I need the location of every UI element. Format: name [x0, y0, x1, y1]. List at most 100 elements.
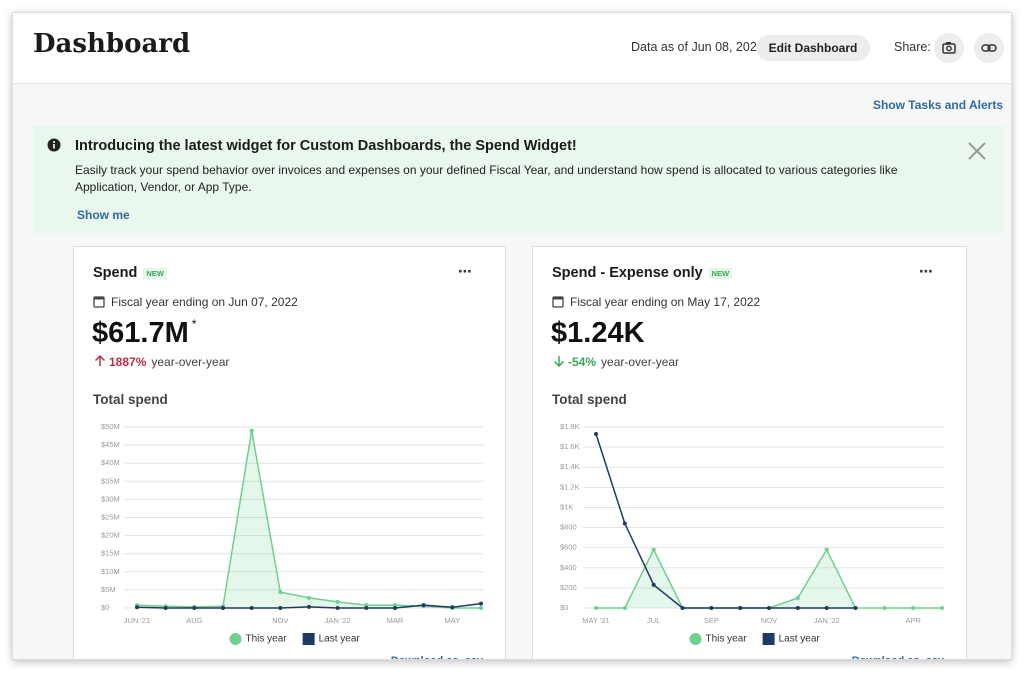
data-point — [651, 547, 656, 552]
widget-menu[interactable]: ⋯ — [919, 263, 934, 279]
download-link[interactable]: Download as .csv — [852, 655, 945, 660]
data-point — [651, 582, 656, 587]
data-point — [767, 606, 771, 610]
fiscal-year: Fiscal year ending on May 17, 2022 — [570, 295, 761, 309]
data-point — [479, 601, 483, 606]
widget-title: Spend - Expense only NEW — [552, 265, 733, 281]
data-date: Data as of Jun 08, 2022 — [631, 40, 764, 54]
y-tick-label: $200 — [560, 583, 577, 592]
y-tick-label: $1.2K — [560, 482, 580, 491]
data-point — [364, 603, 369, 608]
data-point — [911, 606, 916, 610]
y-tick-label: $600 — [560, 543, 577, 552]
y-tick-label: $25M — [101, 512, 120, 521]
total-note: * — [191, 317, 197, 331]
chart-title: Total spend — [552, 392, 627, 407]
data-point — [307, 604, 311, 609]
change-arrow — [94, 354, 106, 366]
legend-swatch — [229, 633, 242, 645]
arrow-path — [94, 354, 106, 366]
x-tick-label: JUL — [647, 616, 660, 625]
data-point — [450, 605, 455, 610]
banner-link[interactable]: Show me — [77, 208, 130, 222]
fiscal-year: Fiscal year ending on Jun 07, 2022 — [111, 295, 298, 309]
legend-label: Last year — [319, 634, 361, 645]
data-point — [709, 606, 714, 610]
banner: Introducing the latest widget for Custom… — [33, 126, 1004, 233]
x-tick-label: JAN '22 — [325, 616, 351, 625]
screenshot-button[interactable] — [934, 33, 964, 63]
edit-button[interactable]: Edit Dashboard — [756, 35, 870, 61]
data-point — [824, 606, 829, 610]
data-point — [882, 606, 887, 610]
legend-swatch — [762, 633, 775, 645]
window: Dashboard Data as of Jun 08, 2022 Edit D… — [12, 12, 1012, 660]
camera-icon — [942, 42, 956, 54]
download-link[interactable]: Download as .csv — [391, 655, 484, 660]
y-tick-label: $1.6K — [560, 442, 580, 451]
y-tick-label: $30M — [101, 494, 120, 503]
data-point — [393, 603, 397, 608]
tasks-link[interactable]: Show Tasks and Alerts — [872, 98, 1003, 112]
x-tick-label: MAY — [444, 616, 460, 625]
page-title: Dashboard — [33, 29, 191, 59]
y-tick-label: $0 — [560, 603, 568, 612]
x-tick-label: MAR — [387, 616, 404, 625]
widget-card: Spend - Expense only NEW ⋯ Fiscal year endi… — [532, 246, 967, 660]
y-tick-label: $35M — [101, 476, 120, 485]
total-value: $1.24K — [551, 317, 645, 349]
calendar-icon — [552, 296, 564, 308]
data-point — [249, 606, 254, 610]
y-tick-label: $400 — [560, 563, 577, 572]
change-label: year-over-year — [151, 355, 230, 369]
data-point — [335, 599, 340, 604]
data-point — [479, 606, 483, 610]
share-label: Share: — [894, 40, 931, 54]
change-row: 1887% year-over-year — [94, 354, 230, 369]
series-line — [595, 433, 856, 609]
data-point — [192, 606, 197, 610]
data-point — [940, 606, 944, 610]
arrow-path — [553, 356, 565, 368]
x-tick-label: JUN '21 — [124, 616, 150, 625]
data-point — [163, 606, 168, 610]
change-value: -54% — [568, 355, 597, 369]
link-button[interactable] — [974, 33, 1004, 63]
y-tick-label: $1K — [560, 502, 573, 511]
data-point — [135, 605, 139, 610]
x-tick-label: NOV — [272, 616, 288, 625]
y-tick-label: $0 — [101, 603, 109, 612]
y-tick-label: $1.4K — [560, 462, 580, 471]
total-value: $61.7M * — [92, 317, 197, 349]
change-row: -54% year-over-year — [553, 355, 679, 369]
legend-label: Last year — [779, 634, 821, 645]
y-tick-label: $10M — [101, 567, 120, 576]
close-button[interactable] — [967, 141, 987, 161]
legend-label: This year — [706, 634, 748, 645]
change-label: year-over-year — [601, 355, 680, 369]
calendar-top — [94, 297, 104, 300]
y-tick-label: $5M — [101, 585, 116, 594]
data-point — [795, 606, 800, 610]
data-point — [738, 606, 743, 610]
data-point — [853, 606, 858, 610]
legend-swatch — [302, 633, 315, 645]
header: Dashboard Data as of Jun 08, 2022 Edit D… — [13, 13, 1011, 84]
y-tick-label: $15M — [101, 549, 120, 558]
data-point — [680, 606, 685, 610]
data-point — [622, 521, 627, 526]
x-tick-label: SEP — [704, 616, 719, 625]
data-point — [594, 606, 598, 610]
change-value: 1887% — [109, 355, 147, 369]
x-tick-label: APR — [905, 616, 921, 625]
data-point — [335, 606, 340, 610]
banner-body: Easily track your spend behavior over in… — [75, 163, 898, 194]
chart: $0 $5M $10M $15M $20M $25M $30M $35M $40M $45M $50… — [101, 422, 484, 660]
widget-card: Spend NEW ⋯ Fiscal year ending on Jun 07, 2… — [73, 246, 506, 660]
data-point — [421, 603, 426, 608]
data-point — [249, 428, 254, 433]
data-point — [622, 606, 627, 610]
x-tick-label: JAN '22 — [814, 616, 840, 625]
widget-menu[interactable]: ⋯ — [458, 263, 473, 279]
data-point — [221, 606, 225, 610]
